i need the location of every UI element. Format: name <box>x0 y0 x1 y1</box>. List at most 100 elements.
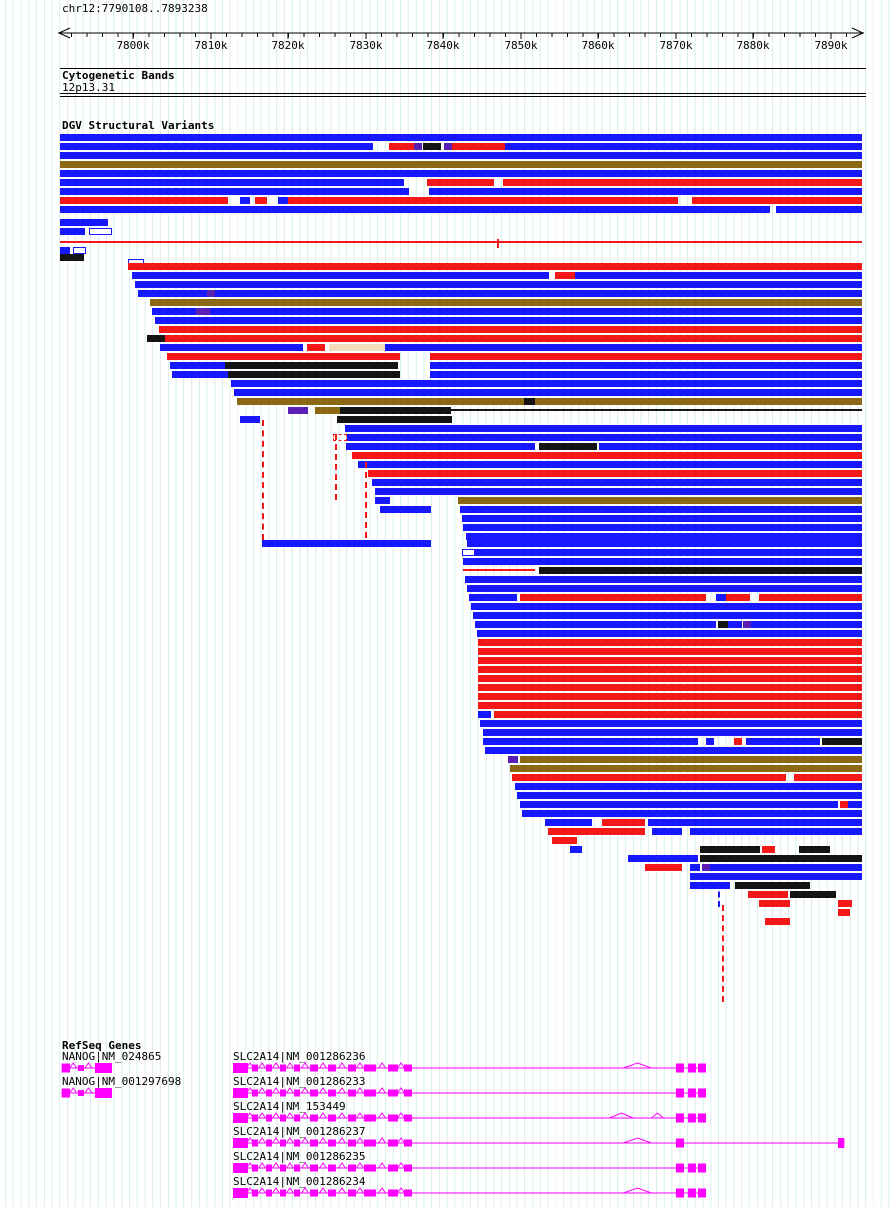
sv-segment[interactable] <box>60 134 862 141</box>
gene-model[interactable] <box>0 1085 890 1101</box>
sv-segment[interactable] <box>375 488 862 495</box>
sv-segment[interactable] <box>690 882 730 889</box>
sv-segment[interactable] <box>470 603 862 610</box>
sv-segment[interactable] <box>509 765 862 772</box>
sv-segment[interactable] <box>230 380 862 387</box>
sv-segment[interactable] <box>88 228 112 235</box>
sv-segment[interactable] <box>551 837 578 844</box>
sv-segment[interactable] <box>821 738 862 745</box>
sv-segment[interactable] <box>60 247 71 254</box>
sv-segment[interactable] <box>367 470 862 477</box>
sv-segment[interactable] <box>278 197 288 204</box>
sv-segment[interactable] <box>388 143 414 150</box>
sv-segment[interactable] <box>172 371 229 378</box>
sv-segment[interactable] <box>135 281 862 288</box>
sv-segment[interactable] <box>225 362 399 369</box>
sv-segment[interactable] <box>429 353 862 360</box>
sv-segment[interactable] <box>240 416 261 423</box>
sv-segment[interactable] <box>759 594 862 601</box>
sv-segment[interactable] <box>336 416 453 423</box>
gene-model[interactable] <box>0 1060 890 1076</box>
sv-segment[interactable] <box>514 783 862 790</box>
sv-segment[interactable] <box>480 720 862 727</box>
sv-segment[interactable] <box>570 846 583 853</box>
sv-segment[interactable] <box>254 197 267 204</box>
sv-segment[interactable] <box>748 891 789 898</box>
sv-segment[interactable] <box>507 756 518 763</box>
sv-segment[interactable] <box>690 828 862 835</box>
sv-segment[interactable] <box>60 152 862 159</box>
sv-segment[interactable] <box>482 729 862 736</box>
sv-segment[interactable] <box>699 855 862 862</box>
sv-segment[interactable] <box>517 792 862 799</box>
sv-segment[interactable] <box>429 362 862 369</box>
sv-segment[interactable] <box>735 882 810 889</box>
sv-segment[interactable] <box>60 143 373 150</box>
sv-segment[interactable] <box>776 206 862 213</box>
sv-segment[interactable] <box>333 434 348 441</box>
sv-segment[interactable] <box>474 621 717 628</box>
sv-segment[interactable] <box>460 506 862 513</box>
sv-segment[interactable] <box>329 344 385 351</box>
sv-segment[interactable] <box>152 308 197 315</box>
sv-segment[interactable] <box>461 515 862 522</box>
sv-segment[interactable] <box>137 290 207 297</box>
sv-segment[interactable] <box>477 675 862 682</box>
sv-segment[interactable] <box>751 621 862 628</box>
sv-segment[interactable] <box>149 299 862 306</box>
sv-segment[interactable] <box>240 197 251 204</box>
sv-segment[interactable] <box>545 819 592 826</box>
sv-segment[interactable] <box>761 846 775 853</box>
sv-segment[interactable] <box>477 666 862 673</box>
sv-segment[interactable] <box>717 621 729 628</box>
sv-segment[interactable] <box>745 738 821 745</box>
sv-segment[interactable] <box>209 308 862 315</box>
sv-segment[interactable] <box>287 197 678 204</box>
sv-segment[interactable] <box>379 506 431 513</box>
gene-model[interactable] <box>0 1060 890 1076</box>
sv-segment[interactable] <box>344 425 862 432</box>
sv-segment[interactable] <box>287 407 308 414</box>
sv-segment[interactable] <box>644 864 682 871</box>
sv-segment[interactable] <box>160 344 303 351</box>
sv-segment[interactable] <box>502 179 862 186</box>
sv-segment[interactable] <box>457 497 862 504</box>
sv-segment[interactable] <box>519 801 838 808</box>
sv-segment[interactable] <box>837 900 853 907</box>
sv-segment[interactable] <box>132 272 550 279</box>
sv-segment[interactable] <box>60 197 229 204</box>
sv-segment[interactable] <box>60 179 405 186</box>
sv-segment[interactable] <box>725 594 750 601</box>
sv-segment[interactable] <box>477 702 862 709</box>
sv-segment[interactable] <box>72 247 87 254</box>
sv-segment[interactable] <box>428 188 862 195</box>
sv-segment[interactable] <box>477 657 862 664</box>
sv-segment[interactable] <box>339 407 451 414</box>
sv-segment[interactable] <box>547 828 646 835</box>
sv-segment[interactable] <box>465 576 862 583</box>
gene-model[interactable] <box>0 1160 890 1176</box>
sv-segment[interactable] <box>538 443 597 450</box>
sv-segment[interactable] <box>477 630 862 637</box>
sv-segment[interactable] <box>690 864 700 871</box>
sv-segment[interactable] <box>651 828 682 835</box>
sv-segment[interactable] <box>237 398 524 405</box>
sv-segment[interactable] <box>477 639 862 646</box>
sv-segment[interactable] <box>521 810 862 817</box>
sv-segment[interactable] <box>60 188 409 195</box>
sv-segment[interactable] <box>691 197 862 204</box>
sv-segment[interactable] <box>146 335 166 342</box>
sv-segment[interactable] <box>60 170 862 177</box>
sv-segment[interactable] <box>520 756 862 763</box>
sv-segment[interactable] <box>128 263 862 270</box>
sv-segment[interactable] <box>733 738 742 745</box>
sv-segment[interactable] <box>347 434 862 441</box>
sv-segment[interactable] <box>345 443 535 450</box>
sv-segment[interactable] <box>743 621 752 628</box>
sv-segment[interactable] <box>764 918 790 925</box>
sv-segment[interactable] <box>315 407 340 414</box>
sv-segment[interactable] <box>60 241 862 243</box>
sv-segment[interactable] <box>463 569 535 571</box>
sv-segment[interactable] <box>848 801 862 808</box>
sv-segment[interactable] <box>512 774 786 781</box>
